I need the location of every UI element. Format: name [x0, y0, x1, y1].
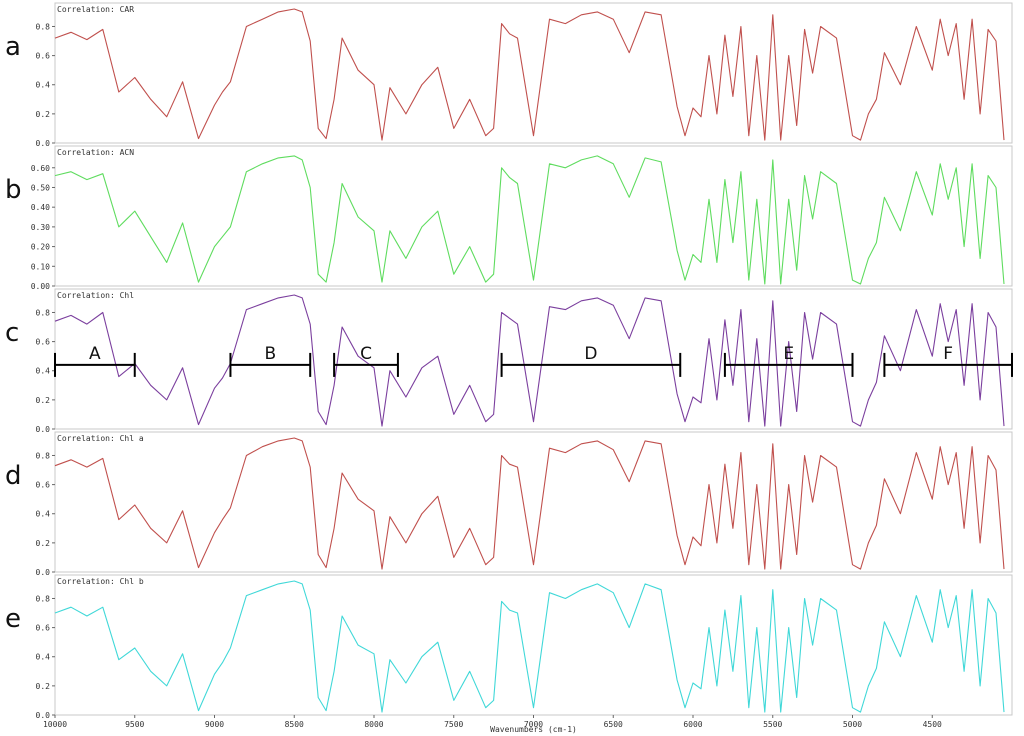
- region-label-A: A: [89, 344, 101, 364]
- y-tick-label: 0.4: [36, 367, 51, 376]
- x-axis-label: Wavenumbers (cm-1): [490, 725, 577, 734]
- y-tick-label: 0.8: [36, 451, 51, 460]
- y-tick-label: 0.6: [36, 338, 51, 347]
- panel-title-b: Correlation: ACN: [57, 148, 134, 157]
- y-tick-label: 0.2: [36, 110, 51, 119]
- x-tick-label: 5500: [763, 720, 782, 729]
- region-label-B: B: [264, 344, 276, 364]
- y-tick-label: 0.4: [36, 81, 51, 90]
- y-tick-label: 0.8: [36, 308, 51, 317]
- y-tick-label: 0.20: [31, 243, 50, 252]
- y-tick-label: 0.30: [31, 223, 50, 232]
- spectrum-line-b: [54, 155, 1005, 285]
- y-tick-label: 0.00: [31, 282, 50, 291]
- panel-letter-c: c: [5, 318, 19, 348]
- panel-letter-a: a: [5, 32, 21, 62]
- y-tick-label: 0.4: [36, 653, 51, 662]
- y-tick-label: 0.40: [31, 203, 50, 212]
- region-label-E: E: [783, 344, 794, 364]
- panel-letter-b: b: [5, 175, 22, 205]
- region-label-F: F: [943, 344, 953, 364]
- x-tick-label: 6500: [604, 720, 623, 729]
- panel-frame-c: [54, 288, 1013, 430]
- x-tick-label: 10000: [43, 720, 67, 729]
- y-tick-label: 0.60: [31, 164, 50, 173]
- region-label-D: D: [584, 344, 597, 364]
- panel-letter-e: e: [5, 604, 21, 634]
- y-tick-label: 0.0: [36, 139, 51, 148]
- panel-frame-a: [54, 2, 1013, 144]
- y-tick-label: 0.10: [31, 262, 50, 271]
- y-tick-label: 0.0: [36, 711, 51, 720]
- panel-frame-d: [54, 431, 1013, 573]
- x-tick-label: 8000: [364, 720, 383, 729]
- y-tick-label: 0.2: [36, 396, 51, 405]
- y-tick-label: 0.2: [36, 539, 51, 548]
- y-tick-label: 0.0: [36, 425, 51, 434]
- y-tick-label: 0.2: [36, 682, 51, 691]
- x-tick-label: 8500: [285, 720, 304, 729]
- x-tick-label: 6000: [683, 720, 702, 729]
- y-tick-label: 0.50: [31, 183, 50, 192]
- panel-title-e: Correlation: Chl b: [57, 577, 144, 586]
- spectrum-line-c: [54, 294, 1005, 427]
- x-tick-label: 9500: [125, 720, 144, 729]
- region-label-C: C: [360, 344, 372, 364]
- y-tick-label: 0.8: [36, 22, 51, 31]
- panel-title-a: Correlation: CAR: [57, 5, 134, 14]
- x-tick-label: 7000: [524, 720, 543, 729]
- spectrum-line-d: [54, 437, 1005, 570]
- spectrum-line-a: [54, 8, 1005, 141]
- y-tick-label: 0.8: [36, 594, 51, 603]
- panel-frame-b: [54, 145, 1013, 287]
- panel-title-c: Correlation: Chl: [57, 291, 134, 300]
- panel-frame-e: [54, 574, 1013, 716]
- panel-title-d: Correlation: Chl a: [57, 434, 144, 443]
- y-tick-label: 0.6: [36, 624, 51, 633]
- y-tick-label: 0.4: [36, 510, 51, 519]
- x-tick-label: 9000: [205, 720, 224, 729]
- y-tick-label: 0.6: [36, 52, 51, 61]
- panel-letter-d: d: [5, 461, 22, 491]
- spectrum-line-e: [54, 580, 1005, 713]
- y-tick-label: 0.0: [36, 568, 51, 577]
- x-tick-label: 7500: [444, 720, 463, 729]
- y-tick-label: 0.6: [36, 481, 51, 490]
- x-tick-label: 4500: [923, 720, 942, 729]
- x-tick-label: 5000: [843, 720, 862, 729]
